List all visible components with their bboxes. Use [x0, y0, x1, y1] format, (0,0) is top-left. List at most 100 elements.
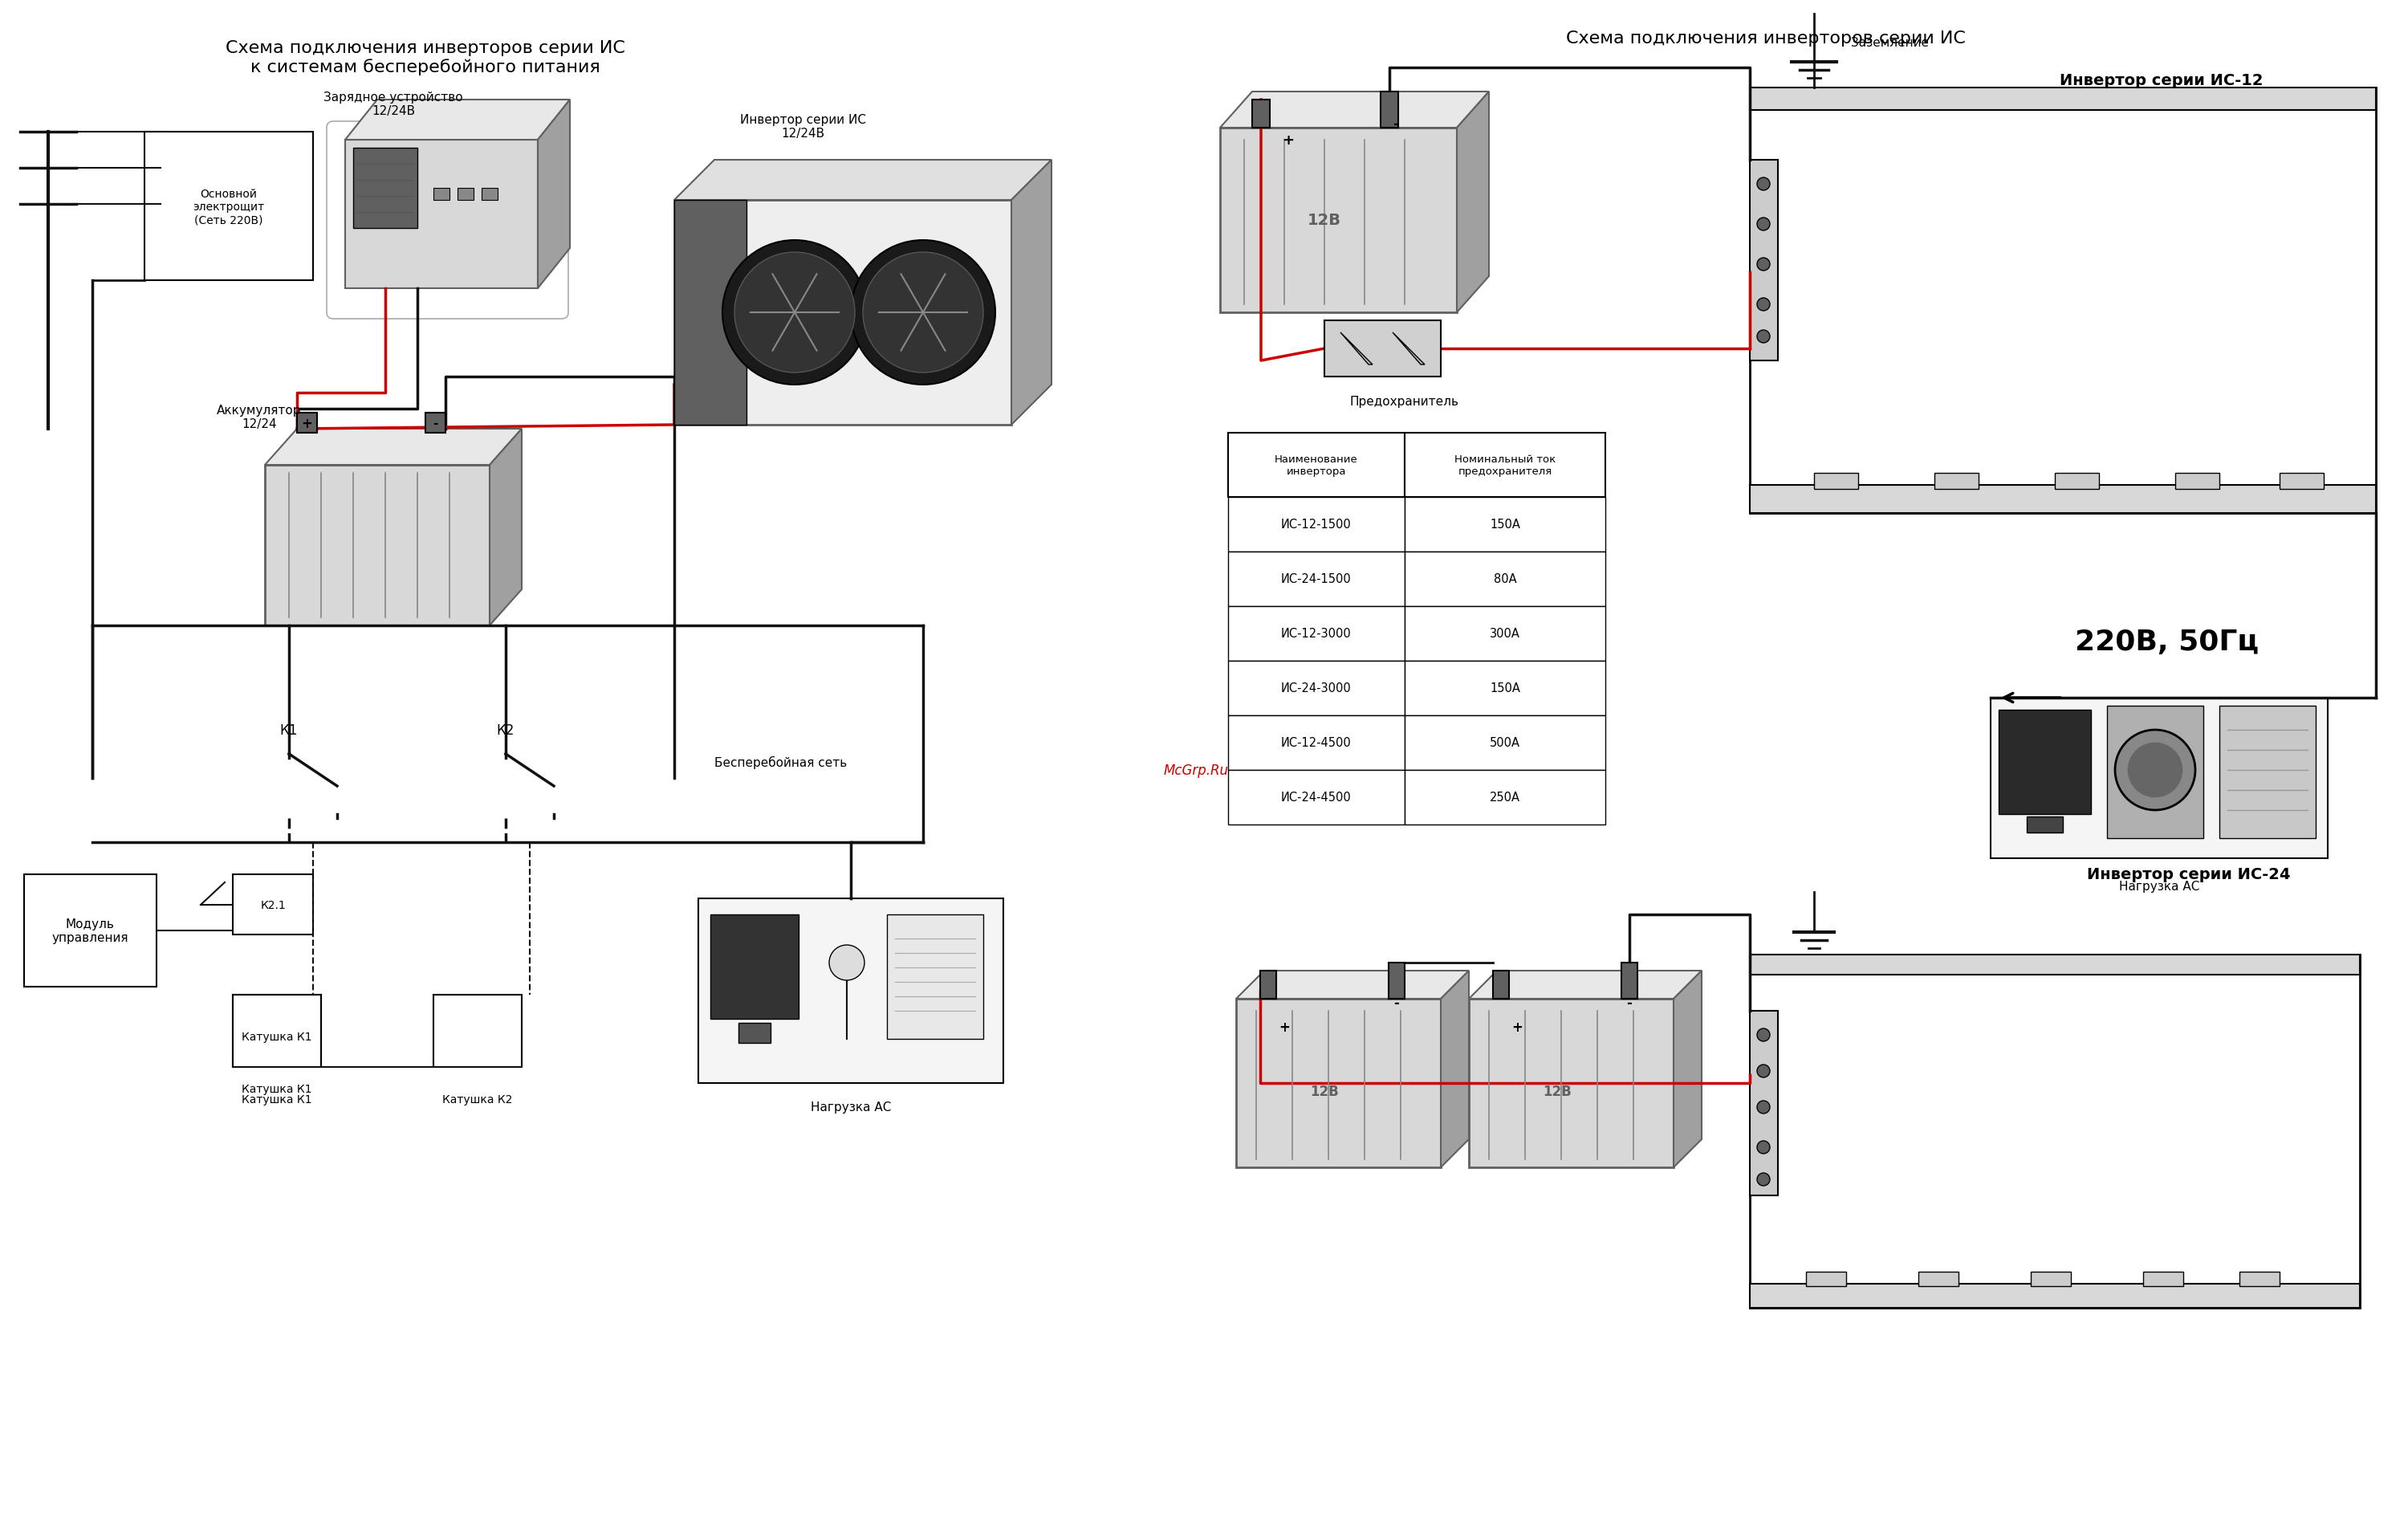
Text: ИС-12-1500: ИС-12-1500: [1281, 519, 1351, 531]
Bar: [1751, 955, 2360, 1307]
Bar: [433, 995, 523, 1067]
Bar: [458, 188, 474, 201]
Bar: [739, 1023, 771, 1043]
Bar: [2174, 473, 2220, 490]
Text: Нагрузка АС: Нагрузка АС: [811, 1101, 891, 1113]
Text: ИС-24-3000: ИС-24-3000: [1281, 683, 1351, 695]
Text: Аккумулятор
12/24: Аккумулятор 12/24: [217, 404, 301, 430]
Text: Катушка К1: Катушка К1: [241, 1084, 313, 1095]
Bar: [1751, 485, 2377, 513]
Polygon shape: [1235, 971, 1469, 1000]
Text: Катушка К1: Катушка К1: [241, 1093, 313, 1105]
Bar: [2054, 473, 2100, 490]
Text: Инвертор серии ИС-12: Инвертор серии ИС-12: [2059, 72, 2264, 87]
Bar: [1404, 433, 1606, 498]
Text: Наименование
инвертора: Наименование инвертора: [1274, 455, 1358, 476]
Bar: [1228, 498, 1404, 553]
Bar: [234, 874, 313, 935]
Bar: [1751, 1285, 2360, 1307]
Text: Схема подключения инверторов серии ИС: Схема подключения инверторов серии ИС: [1565, 31, 1965, 46]
Text: Заземление: Заземление: [1852, 37, 1929, 49]
Bar: [1919, 1272, 1958, 1286]
Bar: [1228, 553, 1404, 606]
Bar: [1751, 89, 2377, 110]
Bar: [2028, 818, 2064, 833]
Text: +: +: [1512, 1020, 1522, 1035]
Text: 12В: 12В: [1308, 213, 1341, 228]
Bar: [2107, 706, 2203, 839]
Text: Бесперебойная сеть: Бесперебойная сеть: [715, 756, 848, 769]
Text: McGrp.Ru: McGrp.Ru: [1163, 762, 1228, 778]
Bar: [1252, 101, 1269, 129]
Circle shape: [1758, 1141, 1770, 1154]
Text: Катушка К1: Катушка К1: [241, 1030, 313, 1043]
Circle shape: [1758, 1101, 1770, 1113]
Bar: [1324, 322, 1440, 377]
Bar: [674, 201, 746, 426]
Text: 150А: 150А: [1491, 519, 1519, 531]
Bar: [674, 201, 1011, 426]
Text: К2: К2: [496, 723, 515, 738]
Bar: [2143, 1272, 2184, 1286]
Text: -: -: [433, 418, 438, 430]
Circle shape: [1758, 259, 1770, 271]
Text: 12В: 12В: [1310, 1084, 1339, 1099]
Circle shape: [862, 253, 982, 374]
Bar: [1751, 1010, 1777, 1196]
Bar: [1404, 606, 1606, 661]
Bar: [482, 188, 498, 201]
Bar: [1806, 1272, 1847, 1286]
Bar: [426, 413, 445, 433]
Text: 150А: 150А: [1491, 683, 1519, 695]
Text: К1: К1: [279, 723, 299, 738]
Bar: [1221, 129, 1457, 312]
Circle shape: [1758, 219, 1770, 231]
Circle shape: [1758, 331, 1770, 343]
Text: 250А: 250А: [1491, 792, 1519, 804]
Text: -: -: [1628, 995, 1633, 1010]
Polygon shape: [1341, 334, 1373, 364]
Bar: [1228, 661, 1404, 717]
Bar: [433, 188, 450, 201]
Text: Катушка К2: Катушка К2: [443, 1093, 513, 1105]
Bar: [1404, 498, 1606, 553]
Bar: [1813, 473, 1859, 490]
Bar: [2030, 1272, 2071, 1286]
Polygon shape: [1221, 92, 1488, 129]
Bar: [1404, 770, 1606, 825]
Circle shape: [850, 240, 995, 386]
Bar: [886, 914, 982, 1040]
Bar: [2280, 473, 2324, 490]
Text: 300А: 300А: [1491, 628, 1519, 640]
Bar: [1621, 963, 1637, 1000]
Text: +: +: [301, 416, 313, 430]
Bar: [265, 465, 489, 626]
Text: -: -: [1394, 118, 1399, 132]
Text: Нагрузка АС: Нагрузка АС: [2119, 880, 2199, 893]
Bar: [1228, 717, 1404, 770]
Bar: [24, 874, 157, 987]
Circle shape: [828, 945, 864, 980]
Text: Инвертор серии ИС-24: Инвертор серии ИС-24: [2088, 867, 2290, 882]
Circle shape: [1758, 299, 1770, 311]
Text: К2.1: К2.1: [260, 900, 287, 911]
Text: Номинальный ток
предохранителя: Номинальный ток предохранителя: [1454, 455, 1556, 476]
Bar: [1751, 89, 2377, 513]
Polygon shape: [489, 429, 523, 626]
Circle shape: [1758, 178, 1770, 191]
Bar: [1404, 553, 1606, 606]
Text: ИС-12-4500: ИС-12-4500: [1281, 736, 1351, 749]
Polygon shape: [1011, 161, 1052, 426]
Text: +: +: [1281, 133, 1293, 147]
Circle shape: [1758, 1029, 1770, 1041]
Circle shape: [1758, 1173, 1770, 1187]
Bar: [1404, 717, 1606, 770]
Bar: [1751, 161, 1777, 361]
Text: ИС-12-3000: ИС-12-3000: [1281, 628, 1351, 640]
Polygon shape: [674, 161, 1052, 201]
Text: +: +: [1279, 1020, 1291, 1035]
Text: Схема подключения инверторов серии ИС
к системам бесперебойного питания: Схема подключения инверторов серии ИС к …: [226, 40, 626, 75]
Bar: [1235, 1000, 1440, 1168]
Bar: [2239, 1272, 2280, 1286]
Bar: [1493, 971, 1510, 1000]
